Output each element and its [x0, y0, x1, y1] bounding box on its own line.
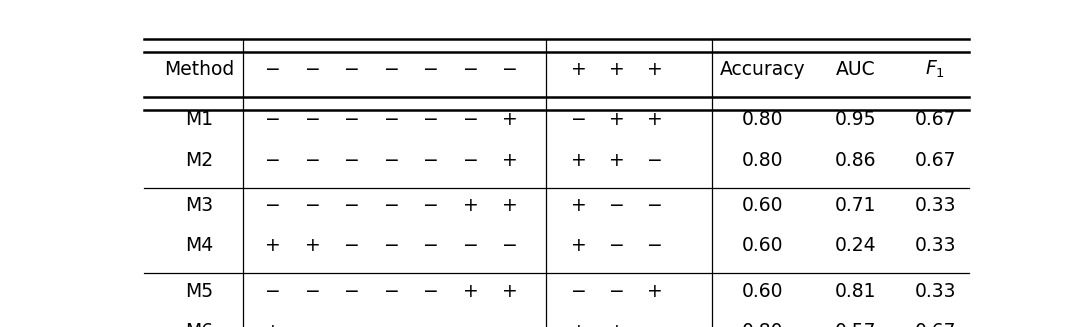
Text: 0.57: 0.57: [835, 322, 876, 327]
Text: AUC: AUC: [835, 60, 875, 79]
Text: −: −: [463, 322, 479, 327]
Text: −: −: [344, 322, 359, 327]
Text: +: +: [463, 282, 479, 301]
Text: +: +: [503, 151, 518, 170]
Text: +: +: [265, 236, 281, 255]
Text: $F_1$: $F_1$: [925, 59, 945, 80]
Text: +: +: [304, 236, 320, 255]
Text: 0.67: 0.67: [914, 151, 956, 170]
Text: +: +: [463, 196, 479, 215]
Text: Method: Method: [164, 60, 233, 79]
Text: −: −: [344, 151, 359, 170]
Text: −: −: [383, 151, 400, 170]
Text: −: −: [265, 282, 281, 301]
Text: −: −: [609, 236, 626, 255]
Text: 0.67: 0.67: [914, 110, 956, 129]
Text: M6: M6: [185, 322, 213, 327]
Text: −: −: [265, 110, 281, 129]
Text: 0.67: 0.67: [914, 322, 956, 327]
Text: −: −: [383, 282, 400, 301]
Text: −: −: [463, 236, 479, 255]
Text: −: −: [571, 110, 588, 129]
Text: +: +: [647, 60, 662, 79]
Text: 0.60: 0.60: [742, 196, 783, 215]
Text: +: +: [647, 110, 662, 129]
Text: −: −: [304, 282, 320, 301]
Text: +: +: [571, 236, 588, 255]
Text: −: −: [424, 60, 439, 79]
Text: +: +: [571, 60, 588, 79]
Text: 0.80: 0.80: [742, 322, 783, 327]
Text: −: −: [265, 60, 281, 79]
Text: +: +: [647, 282, 662, 301]
Text: −: −: [463, 60, 479, 79]
Text: −: −: [609, 282, 626, 301]
Text: M4: M4: [185, 236, 213, 255]
Text: 0.81: 0.81: [835, 282, 876, 301]
Text: −: −: [344, 282, 359, 301]
Text: −: −: [463, 110, 479, 129]
Text: −: −: [424, 322, 439, 327]
Text: M1: M1: [185, 110, 213, 129]
Text: −: −: [424, 151, 439, 170]
Text: −: −: [424, 236, 439, 255]
Text: 0.80: 0.80: [742, 151, 783, 170]
Text: M5: M5: [185, 282, 213, 301]
Text: 0.86: 0.86: [835, 151, 876, 170]
Text: −: −: [383, 236, 400, 255]
Text: −: −: [647, 236, 662, 255]
Text: −: −: [265, 196, 281, 215]
Text: 0.33: 0.33: [914, 236, 956, 255]
Text: 0.95: 0.95: [835, 110, 876, 129]
Text: +: +: [609, 322, 626, 327]
Text: 0.24: 0.24: [834, 236, 876, 255]
Text: −: −: [304, 151, 320, 170]
Text: −: −: [344, 60, 359, 79]
Text: −: −: [463, 151, 479, 170]
Text: −: −: [503, 322, 518, 327]
Text: +: +: [609, 110, 626, 129]
Text: 0.60: 0.60: [742, 236, 783, 255]
Text: +: +: [265, 322, 281, 327]
Text: −: −: [304, 196, 320, 215]
Text: −: −: [304, 110, 320, 129]
Text: −: −: [383, 322, 400, 327]
Text: M2: M2: [185, 151, 213, 170]
Text: 0.60: 0.60: [742, 282, 783, 301]
Text: −: −: [265, 151, 281, 170]
Text: −: −: [424, 196, 439, 215]
Text: +: +: [571, 322, 588, 327]
Text: −: −: [383, 110, 400, 129]
Text: M3: M3: [185, 196, 213, 215]
Text: 0.71: 0.71: [835, 196, 876, 215]
Text: +: +: [571, 196, 588, 215]
Text: −: −: [647, 196, 662, 215]
Text: +: +: [503, 110, 518, 129]
Text: 0.33: 0.33: [914, 282, 956, 301]
Text: −: −: [304, 322, 320, 327]
Text: +: +: [609, 151, 626, 170]
Text: −: −: [344, 196, 359, 215]
Text: +: +: [609, 60, 626, 79]
Text: −: −: [383, 60, 400, 79]
Text: +: +: [503, 196, 518, 215]
Text: −: −: [647, 322, 662, 327]
Text: −: −: [503, 60, 518, 79]
Text: −: −: [344, 236, 359, 255]
Text: −: −: [647, 151, 662, 170]
Text: Accuracy: Accuracy: [720, 60, 806, 79]
Text: +: +: [571, 151, 588, 170]
Text: −: −: [383, 196, 400, 215]
Text: −: −: [424, 282, 439, 301]
Text: −: −: [609, 196, 626, 215]
Text: 0.80: 0.80: [742, 110, 783, 129]
Text: −: −: [424, 110, 439, 129]
Text: −: −: [503, 236, 518, 255]
Text: +: +: [503, 282, 518, 301]
Text: −: −: [304, 60, 320, 79]
Text: −: −: [571, 282, 588, 301]
Text: −: −: [344, 110, 359, 129]
Text: 0.33: 0.33: [914, 196, 956, 215]
